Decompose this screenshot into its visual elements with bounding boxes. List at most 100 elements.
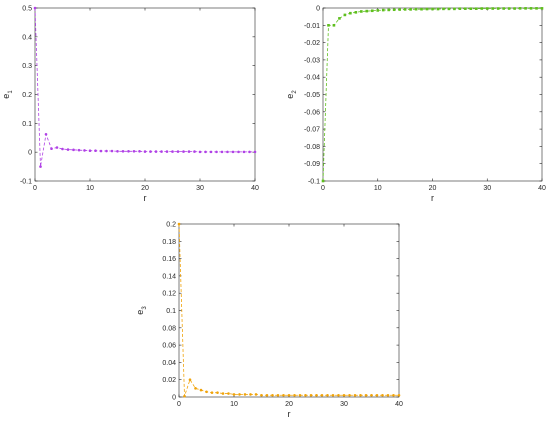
y-tick-label: -0.08 bbox=[304, 144, 320, 151]
data-point bbox=[331, 393, 335, 397]
data-point bbox=[271, 393, 274, 397]
x-axis-label: r bbox=[144, 193, 147, 203]
plot-frame bbox=[322, 7, 543, 182]
data-point bbox=[253, 150, 257, 154]
y-tick-label: -0.01 bbox=[304, 23, 320, 30]
data-point bbox=[535, 7, 538, 10]
data-point bbox=[154, 150, 158, 153]
data-point bbox=[94, 149, 97, 153]
plot-frame bbox=[34, 7, 256, 182]
data-point bbox=[403, 8, 407, 11]
y-axis-label-sub: 3 bbox=[142, 306, 148, 310]
data-point bbox=[66, 148, 70, 151]
x-tick-label: 0 bbox=[33, 185, 37, 192]
data-point bbox=[387, 8, 390, 12]
data-point bbox=[425, 7, 429, 11]
data-point bbox=[375, 393, 379, 397]
data-point bbox=[187, 150, 191, 153]
y-tick-label: 0 bbox=[172, 395, 176, 402]
data-point bbox=[540, 7, 544, 10]
x-tick-label: 30 bbox=[340, 401, 348, 408]
data-point bbox=[364, 393, 368, 397]
data-point bbox=[360, 10, 363, 13]
data-point bbox=[226, 150, 229, 154]
data-point bbox=[518, 7, 522, 10]
data-point bbox=[232, 393, 236, 396]
data-point bbox=[199, 388, 203, 392]
y-tick-label: 0.3 bbox=[22, 63, 32, 70]
x-tick-label: 40 bbox=[538, 185, 546, 192]
data-point bbox=[392, 393, 395, 397]
x-tick-label: 10 bbox=[230, 401, 238, 408]
y-axis-label-sub: 2 bbox=[292, 90, 298, 94]
data-point bbox=[110, 149, 114, 153]
data-point bbox=[309, 393, 313, 397]
data-point bbox=[143, 150, 147, 153]
data-point bbox=[243, 393, 247, 396]
x-axis-label: r bbox=[431, 193, 434, 203]
data-point bbox=[282, 393, 285, 397]
y-tick-label: -0.02 bbox=[304, 40, 320, 47]
data-point bbox=[171, 150, 174, 153]
data-point bbox=[381, 393, 384, 397]
data-point bbox=[507, 7, 511, 10]
data-point bbox=[121, 150, 125, 153]
y-tick-label: 0.5 bbox=[22, 6, 32, 13]
y-axis-label-main: e bbox=[135, 310, 145, 315]
data-point bbox=[176, 150, 180, 153]
data-point bbox=[215, 150, 218, 154]
y-tick-label: 0 bbox=[28, 150, 32, 157]
data-point bbox=[220, 150, 224, 154]
y-tick-label: 0.16 bbox=[162, 256, 176, 263]
data-point bbox=[529, 7, 533, 10]
data-point bbox=[354, 11, 358, 14]
data-point bbox=[216, 391, 219, 394]
data-point bbox=[165, 150, 169, 153]
data-point bbox=[304, 393, 307, 397]
data-point bbox=[447, 7, 451, 11]
data-point bbox=[381, 8, 385, 12]
series-line-1 bbox=[322, 7, 542, 182]
data-point bbox=[77, 148, 81, 152]
y-tick-label: 0 bbox=[316, 6, 320, 13]
data-point bbox=[326, 393, 329, 397]
y-axis-label-sub: 1 bbox=[8, 90, 14, 94]
data-point bbox=[238, 393, 241, 396]
y-tick-label: 0.04 bbox=[162, 360, 176, 367]
data-point bbox=[72, 148, 75, 152]
data-point bbox=[348, 393, 351, 397]
data-point bbox=[475, 7, 478, 10]
data-point bbox=[524, 7, 527, 10]
y-tick-label: 0.18 bbox=[162, 239, 176, 246]
data-point bbox=[188, 378, 192, 382]
data-point bbox=[237, 150, 240, 154]
data-point bbox=[513, 7, 516, 10]
y-tick-label: -0.09 bbox=[304, 161, 320, 168]
data-point bbox=[254, 393, 258, 396]
plot-frame bbox=[178, 223, 400, 398]
data-point bbox=[44, 132, 48, 136]
data-point bbox=[397, 393, 401, 397]
y-axis-label-main: e bbox=[285, 94, 295, 99]
data-point bbox=[436, 7, 440, 11]
data-point bbox=[480, 7, 484, 10]
chart-2: 0 10 20 30 40-0.1-0.09-0.08-0.07-0.06-0.05-0… bbox=[285, 6, 546, 204]
y-tick-label: 0.1 bbox=[166, 308, 176, 315]
y-tick-label: 0.1 bbox=[22, 121, 32, 128]
data-point bbox=[105, 149, 108, 153]
x-tick-label: 10 bbox=[86, 185, 94, 192]
data-point bbox=[359, 393, 362, 397]
data-point bbox=[321, 179, 325, 183]
data-point bbox=[83, 149, 86, 152]
y-tick-label: -0.1 bbox=[20, 179, 32, 186]
x-tick-label: 30 bbox=[483, 185, 491, 192]
data-point bbox=[365, 9, 369, 13]
data-point bbox=[464, 7, 467, 10]
x-tick-label: 0 bbox=[177, 401, 181, 408]
data-point bbox=[116, 150, 119, 153]
y-tick-label: -0.06 bbox=[304, 109, 320, 116]
data-point bbox=[198, 150, 202, 154]
data-point bbox=[194, 387, 197, 390]
data-point bbox=[293, 393, 296, 397]
